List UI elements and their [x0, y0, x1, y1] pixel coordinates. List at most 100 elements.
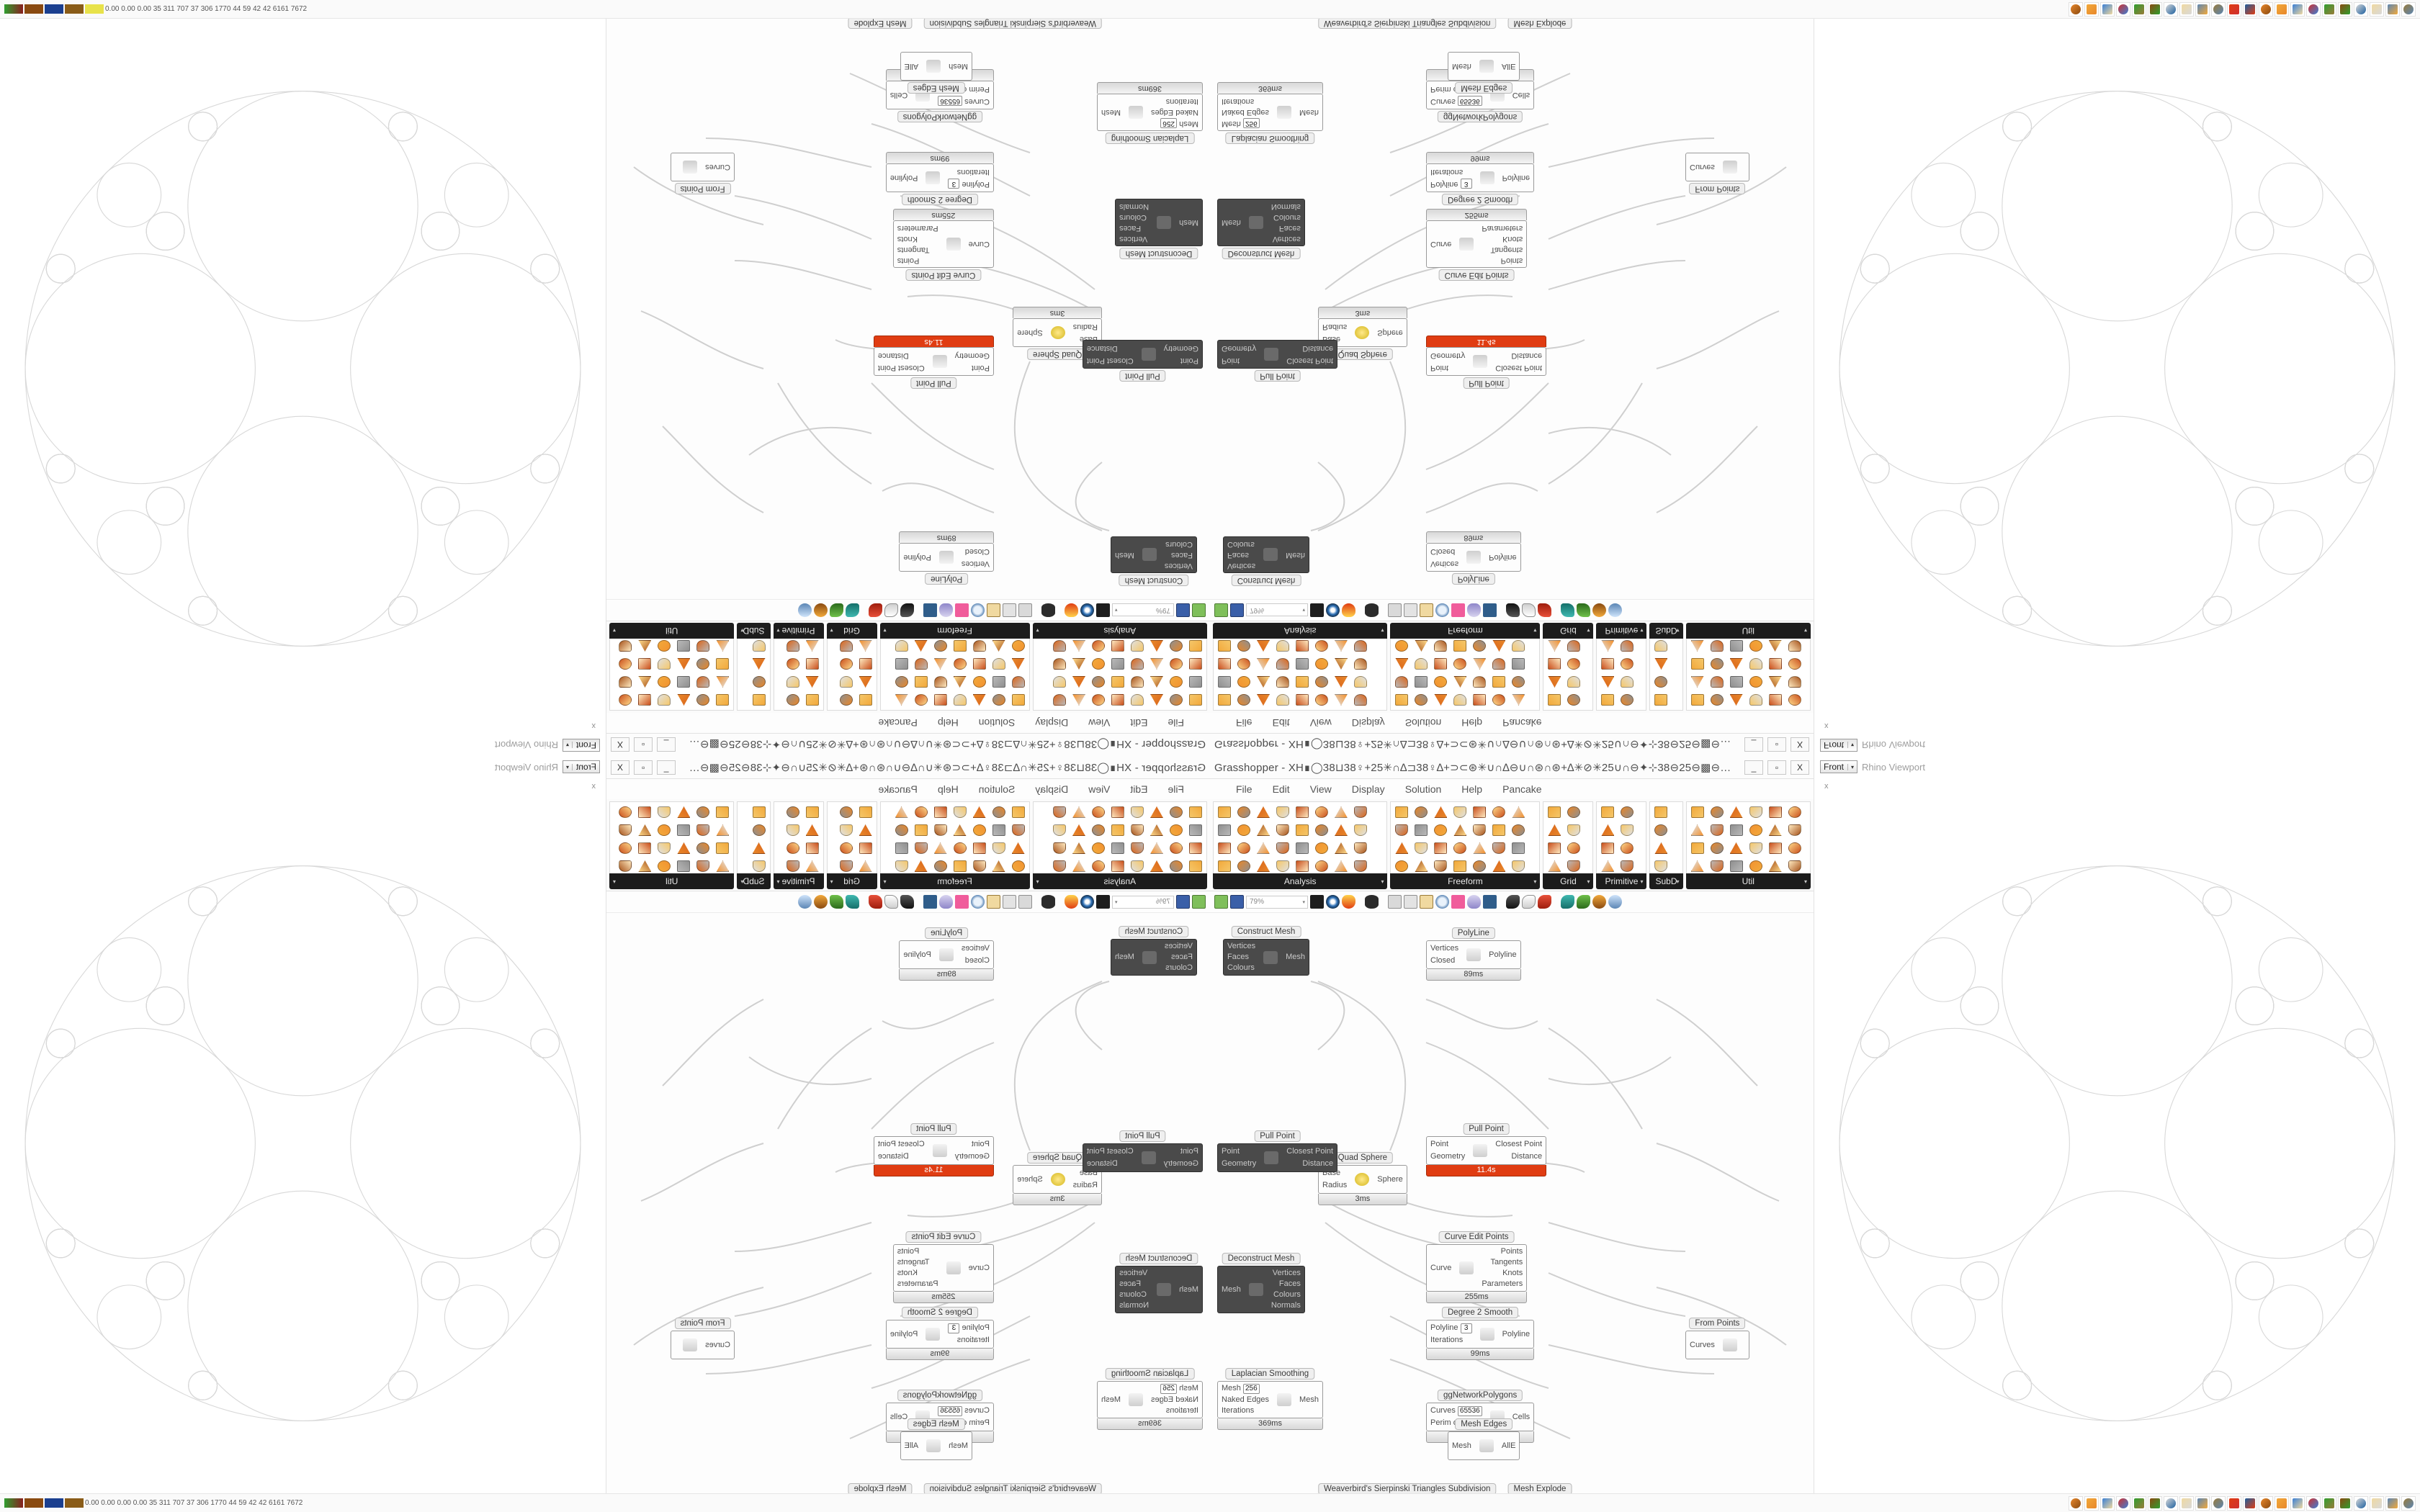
gh-component[interactable]: Pull Point Point Geometry Closest Point Dist… — [1217, 1129, 1338, 1172]
gh-output-param[interactable]: Vertices — [1119, 235, 1148, 243]
ribbon-component-icon[interactable] — [1089, 822, 1108, 839]
gh-output-param[interactable]: Polyline — [1502, 1329, 1531, 1338]
save-file-icon[interactable] — [1176, 895, 1190, 909]
zoom-fit-icon[interactable] — [1096, 895, 1110, 909]
gh-component-body[interactable]: Mesh Vertices Faces Colours Normals — [1115, 1266, 1203, 1313]
scissors-icon[interactable] — [923, 895, 937, 909]
ribbon-component-icon[interactable] — [1708, 691, 1726, 708]
gh-input-param[interactable]: Vertices — [1164, 562, 1193, 570]
gh-component[interactable]: PolyLine Vertices Closed Polyline 89ms — [899, 531, 994, 586]
taskbar-app-icon[interactable] — [2290, 1, 2305, 17]
ribbon-component-icon[interactable] — [1431, 804, 1450, 821]
ribbon-component-icon[interactable] — [616, 673, 635, 690]
preview-eye-icon[interactable] — [1080, 603, 1094, 617]
shaded-icon[interactable] — [1506, 603, 1520, 617]
gh-component-body[interactable]: Point Geometry Closest Point Distance — [1426, 1136, 1547, 1165]
gh-input-param[interactable]: Polyline 3 — [1430, 1323, 1472, 1333]
ribbon-component-icon[interactable] — [1708, 655, 1726, 672]
ribbon-component-icon[interactable] — [1108, 840, 1127, 857]
gh-input-param[interactable]: Mesh 256 — [1222, 1384, 1260, 1394]
ribbon-component-icon[interactable] — [1254, 655, 1273, 672]
definition-canvas[interactable]: Construct Mesh Vertices Faces Colours Mesh Qu… — [606, 913, 1210, 1493]
maximize-restore-button[interactable]: ▫ — [634, 760, 653, 775]
gh-output-param[interactable]: Normals — [1119, 1301, 1150, 1310]
menu-item-solution[interactable]: Solution — [978, 717, 1016, 729]
viewport-view-combo[interactable]: Front ▾ — [1820, 760, 1858, 773]
ribbon-component-icon[interactable] — [1747, 691, 1765, 708]
ribbon-component-icon[interactable] — [892, 673, 911, 690]
ribbon-component-icon[interactable] — [784, 639, 802, 654]
gh-component-body[interactable]: Point Geometry Closest Point Distance — [1217, 1143, 1338, 1172]
ribbon-component-icon[interactable] — [1785, 655, 1804, 672]
ribbon-tab-primitive[interactable]: Primitive ▾ — [1596, 623, 1647, 639]
ribbon-component-icon[interactable] — [1147, 822, 1166, 839]
gh-component-body[interactable]: Curves — [1685, 153, 1749, 181]
wire-icon[interactable] — [884, 603, 898, 617]
ribbon-component-icon[interactable] — [655, 840, 673, 857]
ribbon-component-icon[interactable] — [784, 822, 802, 839]
ribbon-icon-grid[interactable] — [1685, 639, 1811, 711]
flame-icon[interactable] — [1065, 895, 1078, 909]
ribbon-tab-grid[interactable]: Grid ▾ — [1543, 873, 1594, 889]
gh-input-param[interactable]: Point — [971, 364, 990, 372]
ribbon-component-icon[interactable] — [1785, 639, 1804, 654]
menu-item-file[interactable]: File — [1236, 717, 1252, 729]
gh-component[interactable]: Weaverbird's Sierpinski Triangles Subdiv… — [1317, 1482, 1497, 1493]
ribbon-component-icon[interactable] — [750, 673, 768, 690]
ribbon-component-icon[interactable] — [1451, 655, 1469, 672]
gh-input-param[interactable]: Naked Edges — [1150, 1395, 1198, 1404]
ribbon-component-icon[interactable] — [1451, 673, 1469, 690]
ribbon-icon-grid[interactable] — [1213, 639, 1388, 711]
gh-component-body[interactable]: Vertices Closed Polyline — [1426, 940, 1521, 969]
amber-blob-icon[interactable] — [814, 603, 828, 617]
gh-component-body[interactable]: Curves — [671, 1331, 735, 1359]
ribbon-component-icon[interactable] — [1652, 858, 1670, 873]
ribbon-component-icon[interactable] — [1254, 673, 1273, 690]
ribbon-component-icon[interactable] — [1727, 673, 1746, 690]
menu-item-edit[interactable]: Edit — [1130, 783, 1148, 795]
ribbon-component-icon[interactable] — [1089, 691, 1108, 708]
ribbon-tab-freeform[interactable]: Freeform ▾ — [879, 623, 1030, 639]
ribbon-tab-freeform[interactable]: Freeform ▾ — [1390, 873, 1541, 889]
gh-output-param[interactable]: Closest Point — [1495, 364, 1543, 372]
ribbon-component-icon[interactable] — [1545, 673, 1564, 690]
ribbon-component-icon[interactable] — [1234, 804, 1253, 821]
ribbon-component-icon[interactable] — [1489, 840, 1508, 857]
ribbon-component-icon[interactable] — [1050, 655, 1069, 672]
gh-input-param[interactable]: Curves 65536 — [938, 1405, 990, 1416]
gh-input-param[interactable]: Mesh — [1179, 218, 1198, 228]
gh-input-param[interactable]: Mesh 256 — [1160, 118, 1198, 128]
gh-component[interactable]: Curve Edit Points Curve Points Tangents Knot… — [1426, 1230, 1528, 1303]
taskbar-app-icon[interactable] — [2227, 1495, 2241, 1511]
ribbon-component-icon[interactable] — [1147, 655, 1166, 672]
ribbon-component-icon[interactable] — [1070, 639, 1088, 654]
gh-input-param[interactable]: Curves — [1690, 163, 1715, 172]
ribbon-component-icon[interactable] — [713, 840, 732, 857]
menu-item-pancake[interactable]: Pancake — [1502, 717, 1542, 729]
gh-input-param[interactable]: Mesh — [1222, 1284, 1241, 1294]
ribbon-component-icon[interactable] — [931, 804, 950, 821]
ribbon-component-icon[interactable] — [713, 639, 732, 654]
gha-icon[interactable] — [1003, 603, 1016, 617]
gh-component[interactable]: Deconstruct Mesh Mesh Vertices Faces Colours… — [1115, 199, 1203, 261]
taskbar-app-icon[interactable] — [2164, 1, 2178, 17]
menu-item-edit[interactable]: Edit — [1272, 783, 1290, 795]
ribbon-component-icon[interactable] — [1128, 691, 1147, 708]
ribbon-component-icon[interactable] — [1470, 822, 1489, 839]
ribbon-component-icon[interactable] — [784, 673, 802, 690]
ribbon-component-icon[interactable] — [1167, 804, 1186, 821]
shaded-icon[interactable] — [1506, 895, 1520, 909]
gh-output-param[interactable]: Closest Point — [1286, 356, 1334, 365]
capsule-icon[interactable] — [1365, 603, 1379, 617]
gh-output-param[interactable]: Points — [897, 1247, 920, 1256]
taskbar-app-icon[interactable] — [2084, 1495, 2099, 1511]
ribbon-component-icon[interactable] — [1147, 639, 1166, 654]
ribbon-component-icon[interactable] — [616, 655, 635, 672]
ribbon-component-icon[interactable] — [1312, 858, 1331, 873]
ribbon-component-icon[interactable] — [1167, 673, 1186, 690]
ribbon-component-icon[interactable] — [1618, 840, 1636, 857]
taskbar-app-icon[interactable] — [2275, 1495, 2289, 1511]
ribbon-component-icon[interactable] — [1489, 639, 1508, 654]
gh-input-param[interactable]: Curve — [1430, 240, 1452, 249]
ribbon-component-icon[interactable] — [1009, 639, 1028, 654]
